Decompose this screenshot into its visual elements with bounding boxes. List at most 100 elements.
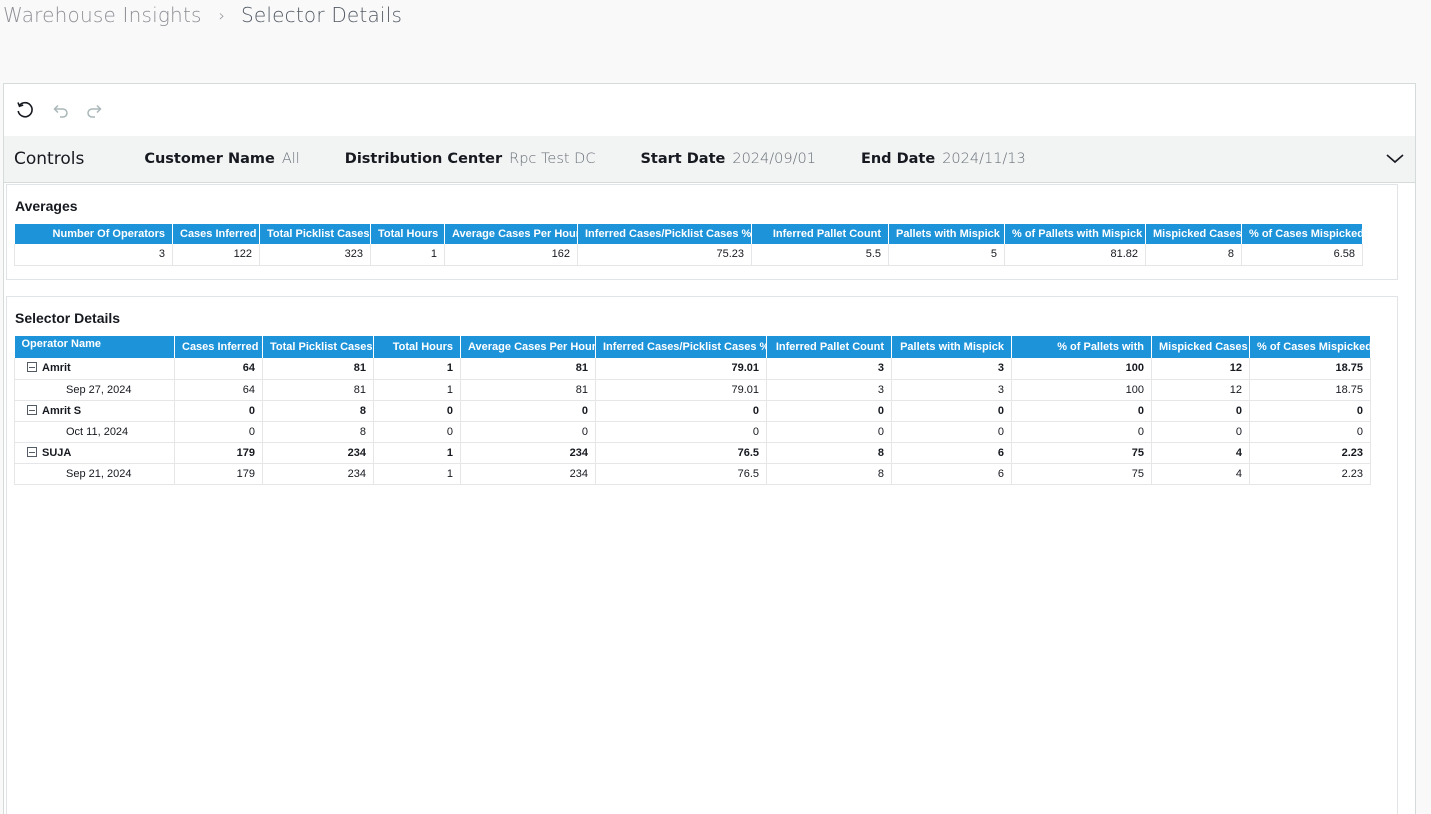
- table-row: 3 122 323 1 162 75.23 5.5 5 81.82 8 6.58: [14, 244, 1363, 266]
- table-row: Oct 11, 2024 0 8 0 0 0 0 0 0 0 0: [14, 421, 1371, 443]
- table-cell: 0: [1151, 400, 1250, 422]
- operator-name-cell: Amrit S: [14, 400, 175, 422]
- column-header[interactable]: Average Cases Per Hour: [460, 336, 596, 358]
- collapse-icon[interactable]: [27, 446, 37, 457]
- table-cell: 0: [1249, 400, 1371, 422]
- collapse-icon[interactable]: [27, 362, 37, 373]
- table-cell: 0: [766, 400, 892, 422]
- column-header[interactable]: Operator Name: [14, 336, 175, 358]
- table-cell: 4: [1151, 442, 1250, 464]
- column-header[interactable]: % of Cases Mispicked: [1241, 224, 1363, 244]
- table-cell: 179: [174, 463, 263, 485]
- column-header[interactable]: Total Hours: [373, 336, 461, 358]
- controls-title: Controls: [14, 149, 85, 169]
- table-cell: 75: [1011, 463, 1152, 485]
- table-cell: 8: [766, 442, 892, 464]
- row-date: Sep 27, 2024: [66, 383, 132, 396]
- table-cell: 162: [444, 244, 578, 266]
- customer-name-label: Customer Name: [144, 151, 275, 167]
- customer-name-value[interactable]: All: [281, 151, 300, 167]
- table-cell: 75.23: [577, 244, 752, 266]
- table-cell: 0: [891, 421, 1012, 443]
- column-header[interactable]: Total Picklist Cases: [262, 336, 374, 358]
- start-date-value[interactable]: 2024/09/01: [732, 151, 816, 167]
- column-header[interactable]: % of Cases Mispicked: [1249, 336, 1371, 358]
- column-header[interactable]: % of Pallets with Mispick: [1004, 224, 1146, 244]
- column-header[interactable]: Cases Inferred: [172, 224, 260, 244]
- table-cell: 5.5: [751, 244, 889, 266]
- table-cell: 0: [174, 421, 263, 443]
- column-header[interactable]: Mispicked Cases: [1151, 336, 1250, 358]
- averages-visual: Averages Number Of Operators Cases Inferr…: [6, 184, 1398, 280]
- table-cell: 1: [373, 358, 461, 380]
- operator-name: Amrit S: [42, 404, 82, 417]
- column-header[interactable]: Total Picklist Cases: [259, 224, 371, 244]
- column-header[interactable]: Inferred Cases/Picklist Cases %: [577, 224, 752, 244]
- column-header[interactable]: Total Hours: [370, 224, 445, 244]
- column-header[interactable]: Inferred Pallet Count: [766, 336, 892, 358]
- table-cell: 0: [766, 421, 892, 443]
- column-header[interactable]: Average Cases Per Hour: [444, 224, 578, 244]
- end-date-value[interactable]: 2024/11/13: [942, 151, 1026, 167]
- table-cell: 2.23: [1249, 463, 1371, 485]
- collapse-icon[interactable]: [27, 404, 37, 415]
- table-cell: 0: [460, 400, 596, 422]
- operator-name: SUJA: [42, 446, 72, 459]
- table-cell: 81: [262, 358, 374, 380]
- end-date-control[interactable]: End Date 2024/11/13: [861, 151, 1026, 167]
- table-cell: 0: [373, 400, 461, 422]
- column-header[interactable]: Mispicked Cases: [1145, 224, 1242, 244]
- table-row-group: SUJA 179 234 1 234 76.5 8 6 75 4 2.23: [14, 442, 1371, 464]
- table-cell: 234: [262, 442, 374, 464]
- column-header[interactable]: Cases Inferred: [174, 336, 263, 358]
- table-cell: 234: [460, 463, 596, 485]
- selector-details-title: Selector Details: [15, 310, 121, 326]
- table-cell: 81: [460, 358, 596, 380]
- column-header[interactable]: Pallets with Mispick: [891, 336, 1012, 358]
- table-cell: 0: [1011, 421, 1152, 443]
- averages-table: Number Of Operators Cases Inferred Total P…: [14, 224, 1363, 266]
- table-cell: 12: [1151, 358, 1250, 380]
- table-cell: 1: [373, 463, 461, 485]
- table-cell: 8: [766, 463, 892, 485]
- table-cell: 3: [14, 244, 173, 266]
- table-cell: 8: [1145, 244, 1242, 266]
- toolbar: [4, 84, 1415, 136]
- column-header[interactable]: % of Pallets with: [1011, 336, 1152, 358]
- column-header[interactable]: Number Of Operators: [14, 224, 173, 244]
- table-cell: 79.01: [595, 379, 767, 401]
- table-cell: 1: [373, 442, 461, 464]
- table-cell: 122: [172, 244, 260, 266]
- table-cell: 18.75: [1249, 379, 1371, 401]
- table-cell: 3: [891, 379, 1012, 401]
- table-cell: 179: [174, 442, 263, 464]
- date-cell: Sep 21, 2024: [14, 463, 175, 485]
- column-header[interactable]: Pallets with Mispick: [888, 224, 1005, 244]
- customer-name-control[interactable]: Customer Name All: [144, 151, 299, 167]
- chevron-down-icon[interactable]: [1385, 149, 1405, 173]
- distribution-center-control[interactable]: Distribution Center Rpc Test DC: [345, 151, 596, 167]
- breadcrumb-parent-link[interactable]: Warehouse Insights: [3, 3, 202, 27]
- table-cell: 0: [1011, 400, 1152, 422]
- table-cell: 64: [174, 379, 263, 401]
- table-cell: 6: [891, 463, 1012, 485]
- table-cell: 0: [891, 400, 1012, 422]
- averages-title: Averages: [15, 198, 78, 214]
- table-cell: 0: [595, 421, 767, 443]
- column-header[interactable]: Inferred Pallet Count: [751, 224, 889, 244]
- table-cell: 12: [1151, 379, 1250, 401]
- selector-header-row: Operator Name Cases Inferred Total Picklis…: [14, 336, 1371, 358]
- redo-icon[interactable]: [82, 97, 108, 123]
- column-header[interactable]: Inferred Cases/Picklist Cases %: [595, 336, 767, 358]
- table-cell: 0: [1249, 421, 1371, 443]
- table-cell: 6.58: [1241, 244, 1363, 266]
- distribution-center-value[interactable]: Rpc Test DC: [509, 151, 596, 167]
- date-cell: Sep 27, 2024: [14, 379, 175, 401]
- start-date-control[interactable]: Start Date 2024/09/01: [640, 151, 815, 167]
- reset-icon[interactable]: [12, 97, 38, 123]
- undo-icon[interactable]: [47, 97, 73, 123]
- distribution-center-label: Distribution Center: [344, 151, 503, 167]
- table-cell: 81: [262, 379, 374, 401]
- date-cell: Oct 11, 2024: [14, 421, 175, 443]
- table-cell: 234: [460, 442, 596, 464]
